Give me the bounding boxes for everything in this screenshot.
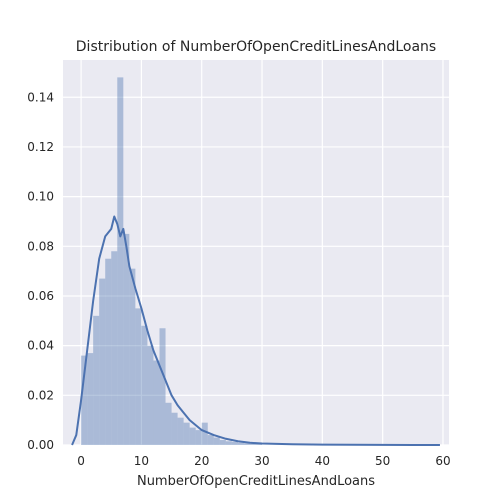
histogram-bar [213,437,220,445]
y-tick-label: 0.06 [27,289,54,303]
histogram-bar [81,355,88,445]
histogram-bar [237,442,244,445]
kde-curve [71,215,440,446]
histogram-bar [93,315,100,445]
x-tick-label: 30 [254,454,269,468]
histogram-bar [183,422,190,445]
histogram-bar [249,443,256,445]
kde-curve-layer [71,215,440,446]
histogram-bar [225,441,232,445]
y-tick-label: 0.08 [27,239,54,253]
x-tick-label: 10 [134,454,149,468]
y-tick-label: 0.02 [27,388,54,402]
histogram-bar [129,268,136,445]
histogram-bar [256,444,263,445]
histogram-bars [81,77,263,446]
y-tick-label: 0.04 [27,339,54,353]
histogram-bar [171,412,178,445]
histogram-bar [141,325,148,445]
histogram-bar [165,402,172,445]
x-axis-title: NumberOfOpenCreditLinesAndLoans [137,474,375,489]
histogram-bar [147,345,154,445]
histogram-bar [159,328,166,445]
histogram-bar [111,251,118,445]
x-tick-label: 60 [435,454,450,468]
histogram-bar [105,258,112,445]
y-tick-label: 0.00 [27,438,54,452]
y-tick-label: 0.12 [27,140,54,154]
y-tick-labels: 0.00 0.02 0.04 0.06 0.08 0.10 0.12 0.14 [27,90,54,452]
x-tick-label: 50 [375,454,390,468]
histogram-bar [87,353,94,445]
histogram-bar [99,278,106,445]
x-tick-label: 0 [77,454,85,468]
histogram-bar [243,443,250,445]
histogram-bar [195,430,202,445]
histogram-bar [135,308,142,445]
histogram-bar [123,233,130,445]
histogram-bar [177,417,184,445]
histogram-bar [117,77,124,446]
histogram-bar [189,427,196,445]
histogram-bar [231,442,238,445]
x-tick-labels: 0 10 20 30 40 50 60 [77,454,450,468]
histogram-bar [219,440,226,445]
histogram-bar [153,360,160,445]
histogram-bar [207,435,214,445]
y-tick-label: 0.10 [27,190,54,204]
chart-title: Distribution of NumberOfOpenCreditLinesA… [76,39,436,55]
histogram-bar [201,422,208,445]
x-tick-label: 40 [315,454,330,468]
y-tick-label: 0.14 [27,90,54,104]
x-tick-label: 20 [194,454,209,468]
